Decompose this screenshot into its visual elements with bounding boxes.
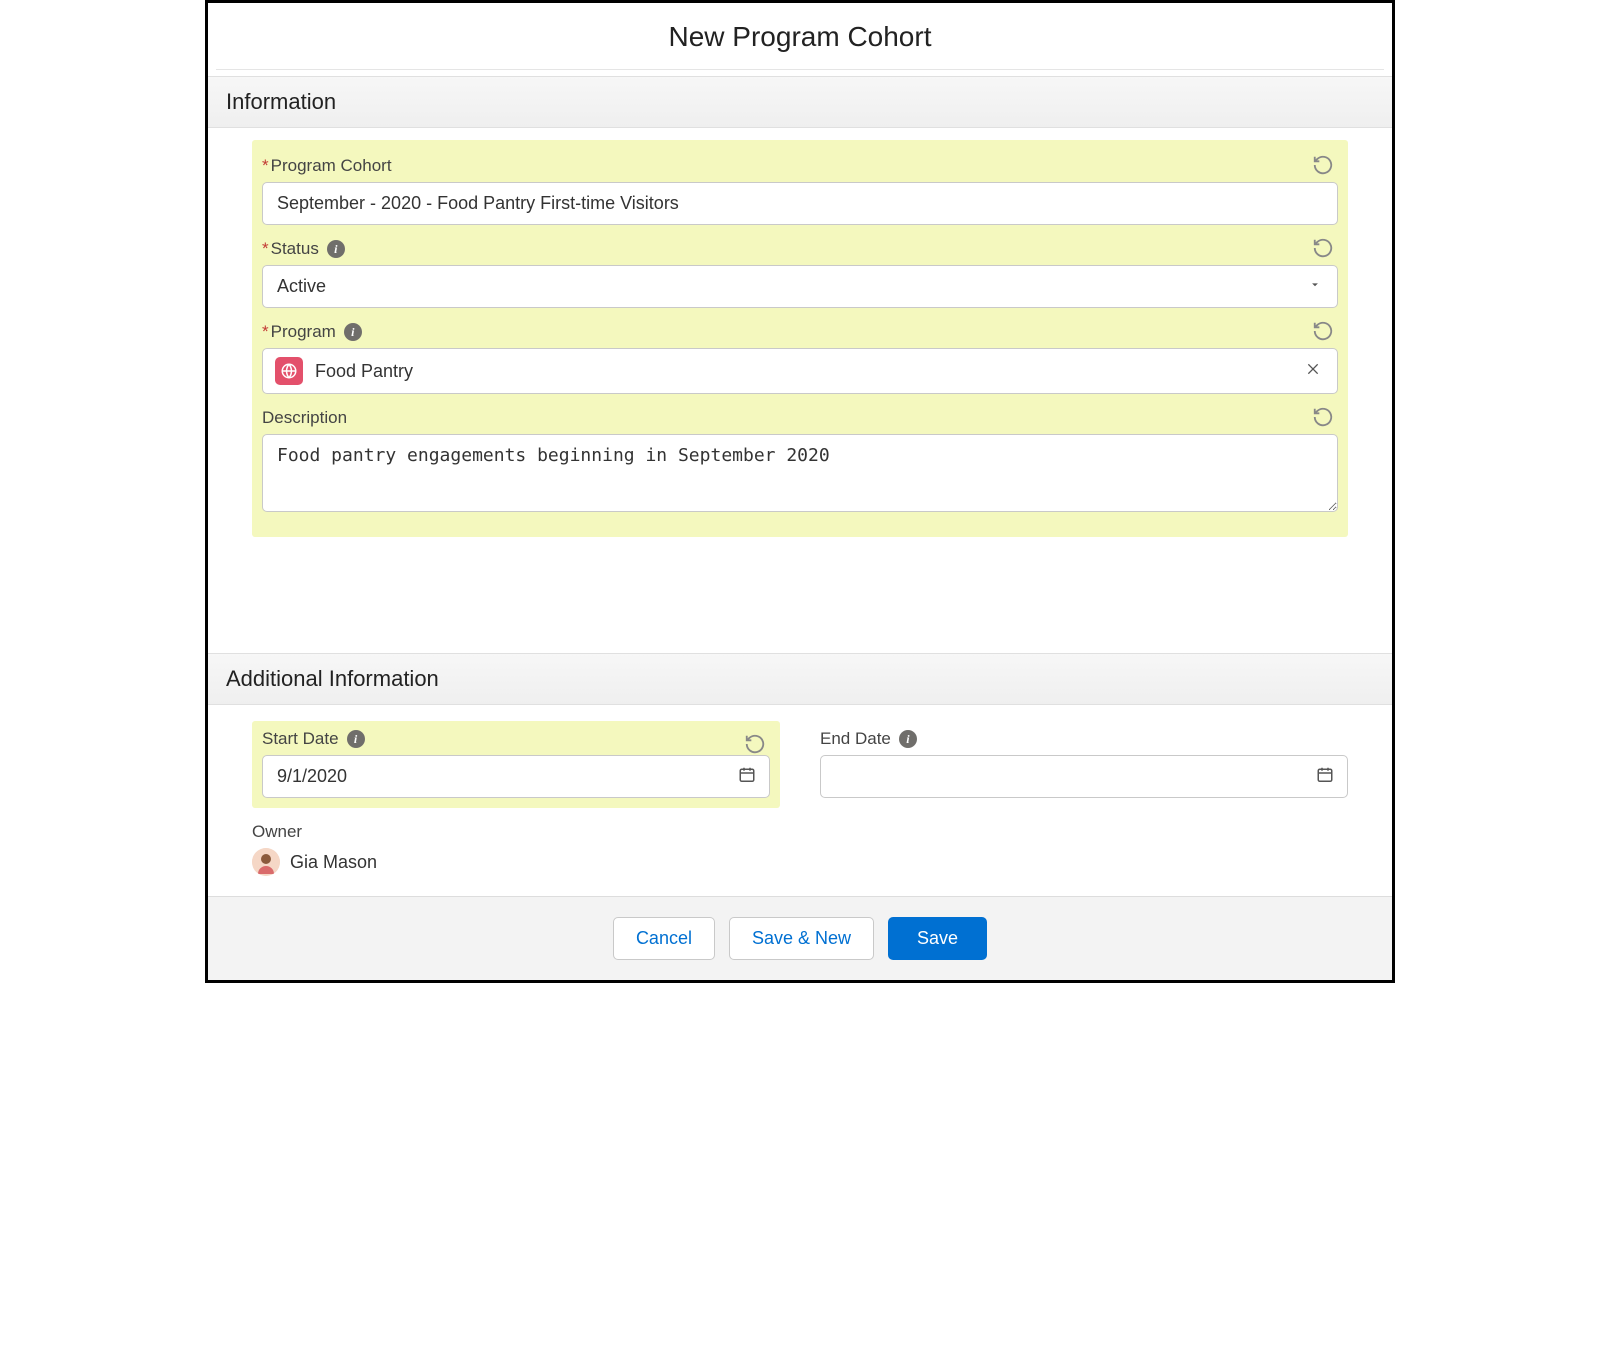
calendar-icon[interactable] [738, 765, 756, 788]
end-date-label-row: End Date i [820, 729, 1348, 749]
start-date-column: Start Date i [252, 721, 780, 876]
end-date-input[interactable] [820, 755, 1348, 798]
divider [216, 69, 1384, 70]
additional-section-body: Start Date i [208, 705, 1392, 896]
spacer [208, 577, 1392, 647]
information-section-body: *Program Cohort *Status i Active [208, 128, 1392, 577]
info-icon[interactable]: i [327, 240, 345, 258]
program-label-row: *Program i [262, 322, 1338, 342]
chevron-down-icon [1308, 277, 1322, 296]
undo-icon[interactable] [1312, 406, 1334, 428]
section-header-information: Information [208, 76, 1392, 128]
program-cohort-label: *Program Cohort [262, 156, 392, 176]
start-date-label-row: Start Date i [262, 729, 770, 749]
field-program-cohort: *Program Cohort [262, 150, 1338, 233]
modal-footer: Cancel Save & New Save [208, 896, 1392, 980]
required-mark: * [262, 322, 269, 341]
information-highlighted-group: *Program Cohort *Status i Active [252, 140, 1348, 537]
program-cohort-input[interactable] [262, 182, 1338, 225]
new-program-cohort-modal: New Program Cohort Information *Program … [205, 0, 1395, 983]
info-icon[interactable]: i [347, 730, 365, 748]
section-header-additional: Additional Information [208, 653, 1392, 705]
field-program: *Program i Food Pantry [262, 316, 1338, 402]
end-date-wrapper [820, 755, 1348, 798]
info-icon[interactable]: i [344, 323, 362, 341]
end-date-column: End Date i [820, 721, 1348, 876]
description-textarea[interactable] [262, 434, 1338, 512]
program-cohort-label-row: *Program Cohort [262, 156, 1338, 176]
field-start-date: Start Date i [262, 729, 770, 798]
program-lookup-value: Food Pantry [315, 361, 1301, 382]
close-icon[interactable] [1301, 361, 1325, 382]
undo-icon[interactable] [744, 733, 766, 755]
undo-icon[interactable] [1312, 320, 1334, 342]
field-end-date: End Date i [820, 721, 1348, 798]
start-date-wrapper [262, 755, 770, 798]
modal-title: New Program Cohort [208, 3, 1392, 69]
avatar [252, 848, 280, 876]
field-status: *Status i Active [262, 233, 1338, 316]
owner-value: Gia Mason [252, 848, 780, 876]
status-select-wrapper[interactable]: Active [262, 265, 1338, 308]
owner-label: Owner [252, 822, 780, 842]
start-date-input[interactable] [262, 755, 770, 798]
description-label: Description [262, 408, 347, 428]
status-label: *Status [262, 239, 319, 259]
two-column-row: Start Date i [252, 721, 1348, 876]
globe-icon [275, 357, 303, 385]
start-date-highlighted: Start Date i [252, 721, 780, 808]
start-date-label: Start Date [262, 729, 339, 749]
program-label: *Program [262, 322, 336, 342]
end-date-label: End Date [820, 729, 891, 749]
required-mark: * [262, 239, 269, 258]
cancel-button[interactable]: Cancel [613, 917, 715, 960]
owner-row: Owner Gia Mason [252, 822, 780, 876]
field-description: Description [262, 402, 1338, 525]
undo-icon[interactable] [1312, 237, 1334, 259]
save-button[interactable]: Save [888, 917, 987, 960]
info-icon[interactable]: i [899, 730, 917, 748]
undo-icon[interactable] [1312, 154, 1334, 176]
calendar-icon[interactable] [1316, 765, 1334, 788]
program-lookup[interactable]: Food Pantry [262, 348, 1338, 394]
owner-name: Gia Mason [290, 852, 377, 873]
save-and-new-button[interactable]: Save & New [729, 917, 874, 960]
required-mark: * [262, 156, 269, 175]
status-label-row: *Status i [262, 239, 1338, 259]
description-label-row: Description [262, 408, 1338, 428]
status-select[interactable]: Active [262, 265, 1338, 308]
